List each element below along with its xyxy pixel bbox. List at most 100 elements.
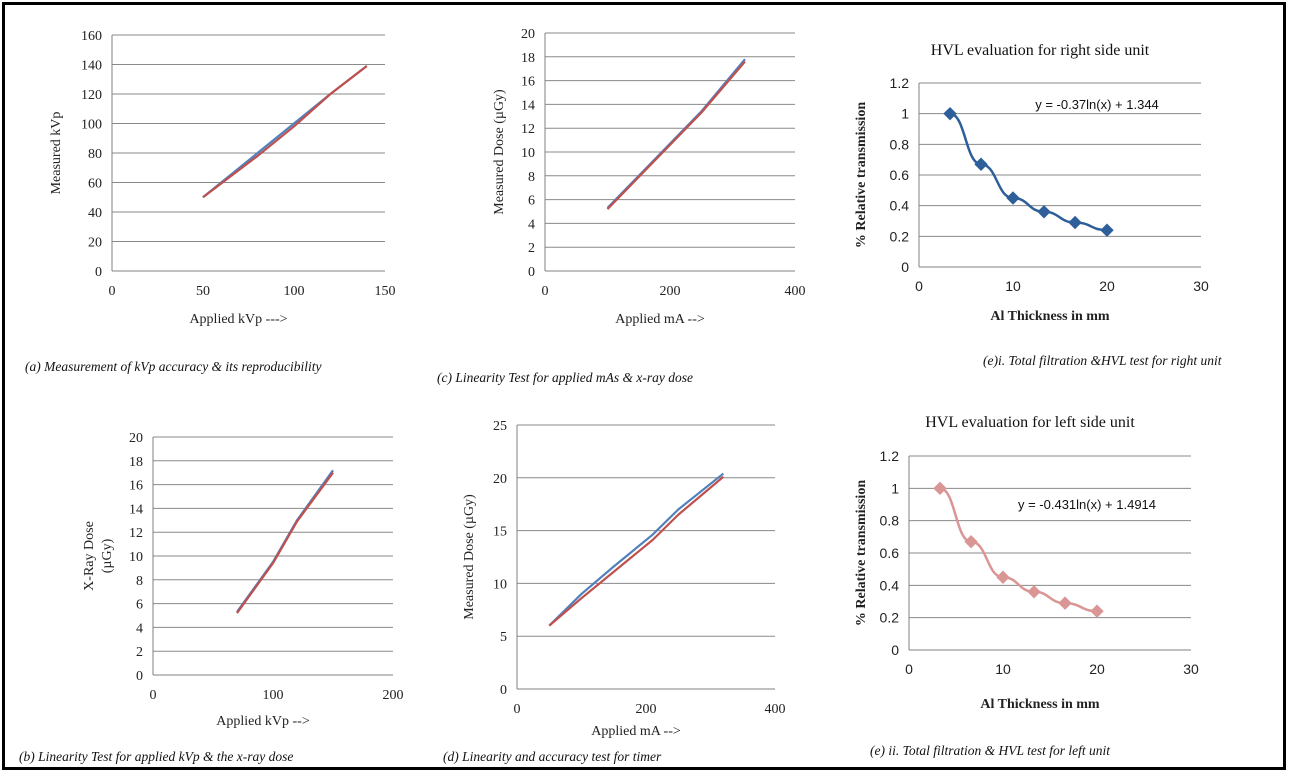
y-tick-label: 18 <box>521 51 535 66</box>
data-point-marker <box>1037 205 1051 219</box>
chart-panel-d: 0 5 10 15 20 25 0 200 400 Applied mA --> Measured … <box>435 415 835 775</box>
y-tick-label: 2 <box>136 645 143 660</box>
chart-panel-eii: HVL evaluation for left side unit 0 0.2 0.4… <box>835 385 1285 775</box>
series-line <box>606 60 746 210</box>
x-tick-label: 30 <box>1183 661 1199 677</box>
series-line <box>949 112 1108 232</box>
caption-a: (a) Measurement of kVp accuracy & its re… <box>25 359 322 374</box>
y-tick-label: 6 <box>528 194 535 209</box>
x-tick-label: 100 <box>284 284 305 299</box>
y-tick-label: 10 <box>493 577 507 592</box>
y-tick-label: 0.8 <box>890 136 910 152</box>
y-tick-label: 4 <box>136 621 143 636</box>
chart-a: 0 20 40 60 80 100 120 140 160 0 50 100 150 Applied kV… <box>49 29 396 327</box>
x-tick-label: 0 <box>905 661 913 677</box>
chart-panel-ei: HVL evaluation for right side unit 0 0.2 0.… <box>835 5 1285 385</box>
y-tick-label: 0 <box>500 683 507 698</box>
chart-panel-a: 0 20 40 60 80 100 120 140 160 0 50 100 150 Applied kV… <box>5 5 425 385</box>
y-tick-label: 25 <box>493 419 507 434</box>
y-tick-label: 2 <box>528 241 535 256</box>
x-tick-label: 200 <box>660 284 681 299</box>
y-tick-label: 80 <box>88 147 102 162</box>
data-point-marker <box>933 481 947 496</box>
y-tick-label: 160 <box>81 29 102 44</box>
y-tick-label: 20 <box>493 472 507 487</box>
y-tick-label: 0.4 <box>880 577 900 593</box>
y-tick-label: 100 <box>81 118 102 133</box>
y-axis-title: Measured kVp <box>49 112 64 195</box>
y-tick-label: 0.6 <box>880 545 900 561</box>
trendline-equation: y = -0.37ln(x) + 1.344 <box>1035 97 1159 112</box>
y-tick-label: 16 <box>129 479 143 494</box>
y-tick-label: 0.2 <box>880 610 900 626</box>
series-line <box>606 58 746 209</box>
y-tick-label: 20 <box>521 27 535 42</box>
x-tick-label: 0 <box>542 284 549 299</box>
y-tick-label: 120 <box>81 88 102 103</box>
x-axis-title: Al Thickness in mm <box>980 697 1099 712</box>
y-tick-label: 140 <box>81 59 102 74</box>
figure-frame: 0 20 40 60 80 100 120 140 160 0 50 100 150 Applied kV… <box>2 2 1286 770</box>
y-axis-title: X-Ray Dose (µGy) <box>82 521 115 591</box>
data-point-marker <box>1006 191 1020 205</box>
y-tick-label: 0 <box>95 265 102 280</box>
series-line <box>202 65 368 199</box>
y-tick-label: 0 <box>891 642 899 658</box>
chart-title: HVL evaluation for right side unit <box>931 42 1150 59</box>
x-tick-label: 10 <box>1005 278 1021 294</box>
y-tick-label: 20 <box>88 236 102 251</box>
x-axis-title: Applied mA --> <box>591 724 681 739</box>
y-tick-label: 10 <box>129 550 143 565</box>
y-tick-label: 6 <box>136 598 143 613</box>
y-tick-label: 18 <box>129 455 143 470</box>
chart-eii: HVL evaluation for left side unit 0 0.2 0.4… <box>854 414 1199 712</box>
series-line <box>548 475 725 627</box>
y-tick-label: 0 <box>528 265 535 280</box>
y-tick-label: 20 <box>129 431 143 446</box>
y-tick-label: 5 <box>500 630 507 645</box>
y-tick-label: 14 <box>521 98 535 113</box>
y-tick-label: 12 <box>129 526 143 541</box>
caption-b: (b) Linearity Test for applied kVp & the… <box>19 749 294 764</box>
x-tick-label: 200 <box>636 702 657 717</box>
y-tick-label: 60 <box>88 177 102 192</box>
y-tick-label: 0 <box>136 669 143 684</box>
y-tick-label: 8 <box>136 574 143 589</box>
x-tick-label: 100 <box>263 688 284 703</box>
x-tick-label: 150 <box>375 284 396 299</box>
x-tick-label: 0 <box>150 688 157 703</box>
y-tick-label: 1 <box>891 480 899 496</box>
caption-eii: (e) ii. Total filtration & HVL test for … <box>870 743 1111 758</box>
y-tick-label: 14 <box>129 502 143 517</box>
x-tick-label: 400 <box>785 284 806 299</box>
y-tick-label: 0 <box>901 259 909 275</box>
y-tick-label: 1.2 <box>880 448 900 464</box>
y-tick-label: 16 <box>521 75 535 90</box>
data-point-marker <box>943 106 957 121</box>
chart-ei: HVL evaluation for right side unit 0 0.2 0.… <box>854 42 1209 324</box>
x-axis-title: Applied kVp --> <box>216 714 310 729</box>
y-axis-title-line: X-Ray Dose <box>82 521 97 591</box>
chart-panel-b: 0 2 4 6 8 10 12 14 16 18 20 0 100 200 Applied kVp --> X… <box>5 415 445 775</box>
data-point-marker <box>1090 604 1104 618</box>
data-point-marker <box>996 570 1010 584</box>
y-tick-label: 4 <box>528 217 535 232</box>
y-axis-title: Measured Dose (µGy) <box>492 89 507 215</box>
y-tick-label: 10 <box>521 146 535 161</box>
data-point-marker <box>974 157 988 171</box>
series-line <box>548 472 725 627</box>
chart-d: 0 5 10 15 20 25 0 200 400 Applied mA --> Measured … <box>462 419 786 739</box>
x-tick-label: 0 <box>109 284 116 299</box>
data-point-marker <box>964 534 978 549</box>
y-tick-label: 15 <box>493 525 507 540</box>
data-point-marker <box>1027 585 1041 599</box>
x-tick-label: 50 <box>196 284 210 299</box>
x-tick-label: 0 <box>915 278 923 294</box>
x-axis-title: Applied mA --> <box>615 312 705 327</box>
x-axis-title: Al Thickness in mm <box>990 309 1109 324</box>
y-axis-title-line: (µGy) <box>100 538 115 573</box>
chart-panel-c: 0 2 4 6 8 10 12 14 16 18 20 0 200 400 Applied mA --> Me… <box>425 5 845 385</box>
caption-ei: (e)i. Total filtration &HVL test for rig… <box>983 353 1222 368</box>
